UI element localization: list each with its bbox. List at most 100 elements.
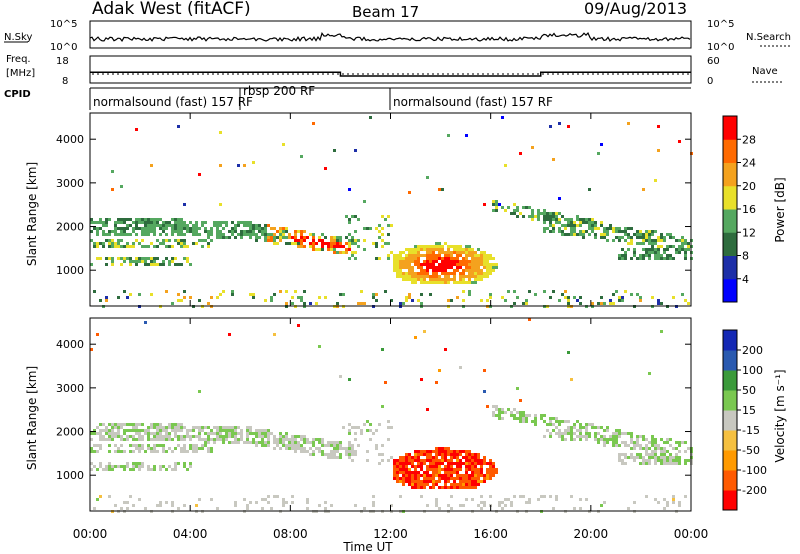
data-cell [510,504,513,507]
data-cell [216,227,219,230]
data-cell [393,263,396,266]
data-cell [432,248,435,251]
data-cell [96,432,99,435]
data-cell [348,450,351,453]
data-cell [282,233,285,236]
data-cell [603,302,606,305]
data-cell [468,462,471,465]
data-cell [102,221,105,224]
data-cell [621,462,624,465]
data-cell [564,224,567,227]
data-cell [624,441,627,444]
data-cell [216,224,219,227]
data-cell [441,474,444,477]
data-cell [300,239,303,242]
data-cell [474,254,477,257]
data-cell [165,221,168,224]
data-cell [405,471,408,474]
data-cell [366,429,369,432]
data-cell [300,230,303,233]
data-cell [408,260,411,263]
data-cell [387,242,390,245]
data-cell [594,236,597,239]
data-cell [396,480,399,483]
data-cell [336,236,339,239]
data-cell [444,266,447,269]
data-cell [354,215,357,218]
data-cell [618,239,621,242]
data-cell [405,459,408,462]
data-cell [111,170,114,173]
data-cell [648,236,651,239]
data-cell [120,230,123,233]
data-cell [477,471,480,474]
data-cell [477,456,480,459]
data-cell [243,164,246,167]
data-cell [438,369,441,372]
data-cell [483,263,486,266]
data-cell [513,417,516,420]
data-cell [564,429,567,432]
data-cell [468,293,471,296]
data-cell [651,444,654,447]
data-cell [450,462,453,465]
data-cell [447,257,450,260]
data-cell [192,227,195,230]
data-cell [120,257,123,260]
data-cell [669,233,672,236]
data-cell [597,432,600,435]
data-cell [444,242,447,245]
data-cell [429,474,432,477]
data-cell [411,251,414,254]
data-cell [324,242,327,245]
data-cell [630,236,633,239]
data-cell [315,447,318,450]
data-cell [624,257,627,260]
data-cell [615,227,618,230]
data-cell [99,242,102,245]
data-cell [273,333,276,336]
data-cell [273,233,276,236]
data-cell [633,459,636,462]
data-cell [642,459,645,462]
data-cell [456,254,459,257]
data-cell [645,236,648,239]
data-cell [132,444,135,447]
data-cell [237,224,240,227]
data-cell [375,447,378,450]
data-cell [486,299,489,302]
data-cell [510,212,513,215]
nsearch-label: N.Search [746,32,791,43]
data-cell [486,257,489,260]
data-cell [198,435,201,438]
data-cell [453,272,456,275]
data-cell [141,221,144,224]
data-cell [417,245,420,248]
data-cell [684,441,687,444]
freq-label-line2: [MHz] [6,68,35,79]
data-cell [660,453,663,456]
data-cell [432,278,435,281]
data-cell [441,477,444,480]
data-cell [630,435,633,438]
data-cell [222,236,225,239]
data-cell [444,251,447,254]
data-cell [390,299,393,302]
data-cell [480,254,483,257]
data-cell [414,275,417,278]
data-cell [417,278,420,281]
data-cell [315,242,318,245]
data-cell [183,447,186,450]
data-cell [639,435,642,438]
data-cell [435,462,438,465]
data-cell [303,302,306,305]
data-cell [549,296,552,299]
data-cell [516,387,519,390]
data-cell [330,239,333,242]
data-cell [648,239,651,242]
data-cell [486,260,489,263]
data-cell [306,507,309,510]
data-cell [492,462,495,465]
data-cell [474,266,477,269]
data-cell [537,498,540,501]
